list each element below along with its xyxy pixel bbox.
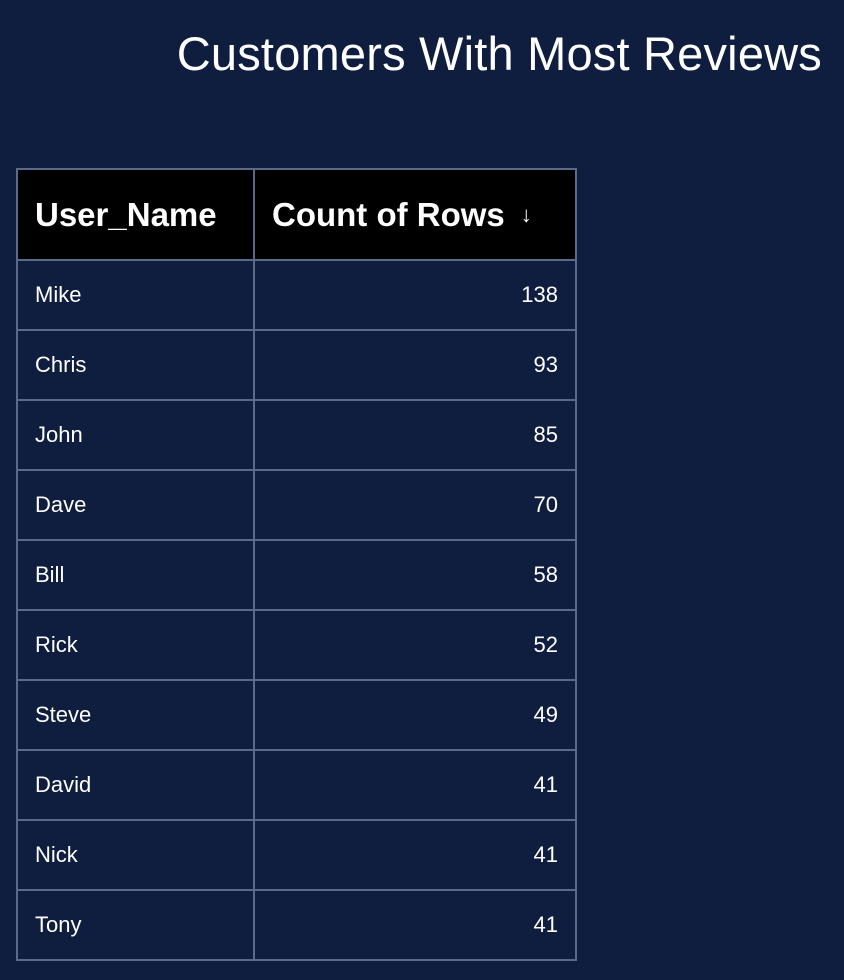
table-row: David 41 xyxy=(17,750,576,820)
table-row: Dave 70 xyxy=(17,470,576,540)
table-row: John 85 xyxy=(17,400,576,470)
count-cell: 52 xyxy=(254,610,576,680)
count-cell: 85 xyxy=(254,400,576,470)
column-header-count-of-rows[interactable]: Count of Rows ↓ xyxy=(254,169,576,260)
user-name-cell: Mike xyxy=(17,260,254,330)
user-name-cell: Nick xyxy=(17,820,254,890)
count-cell: 41 xyxy=(254,820,576,890)
user-name-cell: Steve xyxy=(17,680,254,750)
table-row: Nick 41 xyxy=(17,820,576,890)
table-header-row: User_Name Count of Rows ↓ xyxy=(17,169,576,260)
user-name-cell: Rick xyxy=(17,610,254,680)
user-name-cell: Dave xyxy=(17,470,254,540)
count-cell: 93 xyxy=(254,330,576,400)
count-cell: 41 xyxy=(254,750,576,820)
user-name-cell: Bill xyxy=(17,540,254,610)
count-cell: 58 xyxy=(254,540,576,610)
user-name-cell: Chris xyxy=(17,330,254,400)
table-row: Rick 52 xyxy=(17,610,576,680)
data-table: User_Name Count of Rows ↓ Mike 138 Chris … xyxy=(16,168,577,961)
table-row: Bill 58 xyxy=(17,540,576,610)
user-name-cell: John xyxy=(17,400,254,470)
table-row: Steve 49 xyxy=(17,680,576,750)
column-header-user-name[interactable]: User_Name xyxy=(17,169,254,260)
count-cell: 41 xyxy=(254,890,576,960)
count-cell: 70 xyxy=(254,470,576,540)
table-row: Chris 93 xyxy=(17,330,576,400)
widget-title: Customers With Most Reviews xyxy=(177,26,822,82)
column-header-label: Count of Rows xyxy=(272,196,505,233)
user-name-cell: Tony xyxy=(17,890,254,960)
table-row: Tony 41 xyxy=(17,890,576,960)
user-name-cell: David xyxy=(17,750,254,820)
column-header-label: User_Name xyxy=(35,196,217,233)
count-cell: 138 xyxy=(254,260,576,330)
table-row: Mike 138 xyxy=(17,260,576,330)
count-cell: 49 xyxy=(254,680,576,750)
arrow-down-icon[interactable]: ↓ xyxy=(521,202,532,228)
